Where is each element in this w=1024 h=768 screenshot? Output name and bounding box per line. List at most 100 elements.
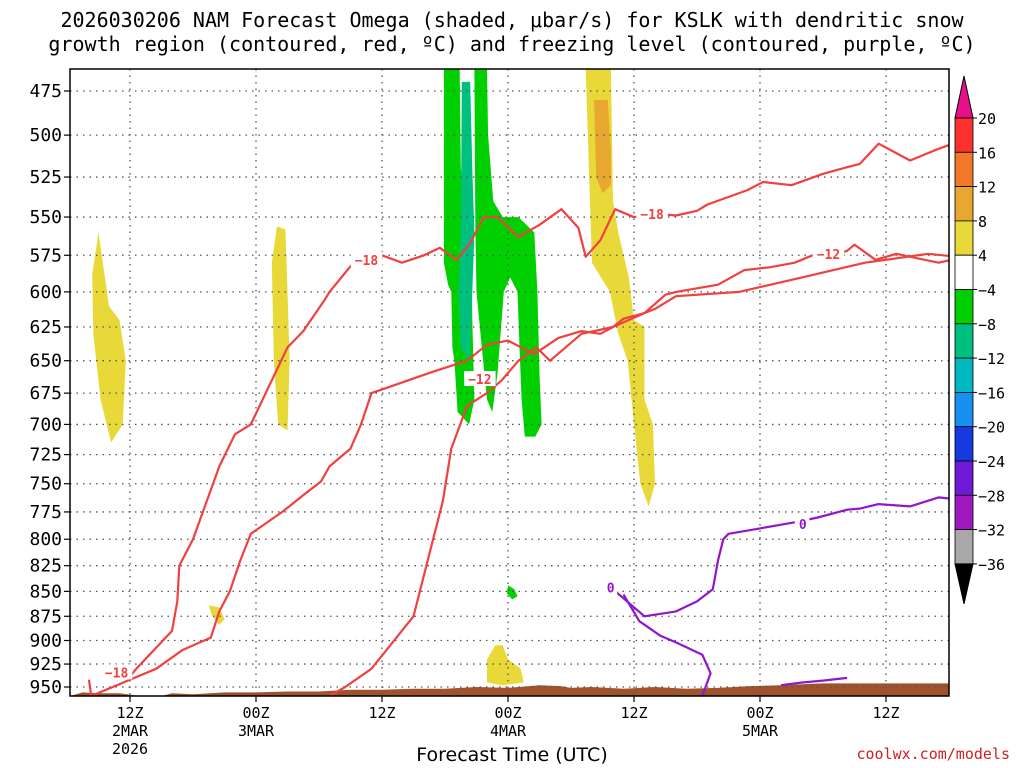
contour-layer: −18 −18 −18 −12 −12 0 0	[87, 142, 949, 696]
omega-shading-layer	[92, 69, 655, 686]
pressure-axis: 475 500 525 550 575 600 625 650 675 700 725 750 775 8…	[29, 81, 70, 698]
colorbar-label: −28	[978, 487, 1005, 505]
contour-label: −12	[817, 248, 840, 263]
colorbar-swatch	[954, 323, 974, 359]
omega-green-3	[506, 585, 518, 600]
x-tick-label: 2026	[112, 740, 148, 758]
y-tick-label: 650	[29, 351, 62, 372]
colorbar-label: 20	[978, 110, 996, 128]
y-tick-label: 525	[29, 167, 62, 188]
x-tick-label: 00Z	[242, 704, 269, 722]
x-tick-label: 12Z	[116, 704, 143, 722]
colorbar-swatch	[954, 426, 974, 462]
x-tick-label: 4MAR	[490, 722, 527, 740]
y-tick-label: 675	[29, 383, 62, 404]
plot-border	[69, 68, 950, 697]
colorbar-label: −24	[978, 453, 1005, 471]
colorbar-label: −32	[978, 522, 1005, 540]
purple-zero-surface	[780, 676, 848, 687]
colorbar-label: −12	[978, 350, 1005, 368]
x-tick-label: 00Z	[746, 704, 773, 722]
colorbar-swatch	[954, 460, 974, 496]
omega-yellow-2	[271, 226, 290, 431]
colorbar-swatch	[954, 186, 974, 222]
colorbar-bottom-arrow	[954, 563, 974, 605]
colorbar-swatch	[954, 220, 974, 256]
contour-label-bg	[636, 205, 668, 221]
colorbar-label: 4	[978, 247, 987, 265]
y-tick-label: 575	[29, 245, 62, 266]
grid-layer	[70, 69, 949, 696]
y-tick-label: 700	[29, 414, 62, 435]
y-tick-label: 850	[29, 581, 62, 602]
chart-title-line-1: 2026030206 NAM Forecast Omega (shaded, μ…	[60, 8, 964, 32]
colorbar-swatch	[954, 494, 974, 530]
contour-label: −18	[355, 254, 379, 269]
purple-zero-upper	[612, 496, 949, 618]
colorbar-label: −20	[978, 419, 1005, 437]
contour-label: −18	[640, 208, 664, 223]
omega-orange-1	[594, 100, 611, 194]
colorbar-label: −4	[978, 282, 996, 300]
purple-zero-lower	[622, 593, 712, 696]
x-axis-title: Forecast Time (UTC)	[416, 744, 608, 766]
contour-label-bg	[602, 579, 618, 595]
omega-yellow-1	[92, 232, 126, 443]
colorbar-swatch	[954, 117, 974, 153]
colorbar-label: −36	[978, 556, 1005, 574]
ground-surface	[70, 683, 949, 696]
source-footer: coolwx.com/models	[856, 745, 1010, 763]
contour-label: −12	[468, 373, 491, 388]
colorbar-swatch	[954, 254, 974, 290]
contour-label-bg	[794, 516, 810, 532]
x-tick-label: 12Z	[872, 704, 899, 722]
y-tick-label: 600	[29, 282, 62, 303]
colorbar-swatch	[954, 289, 974, 325]
contour-label-bg	[100, 664, 133, 680]
colorbar-swatch	[954, 529, 974, 565]
colorbar-swatch	[954, 357, 974, 393]
contour-label-bg	[350, 251, 383, 267]
y-tick-label: 800	[29, 529, 62, 550]
omega-teal-1	[458, 81, 475, 361]
ground-layer	[70, 683, 949, 696]
contour-label-bg	[812, 245, 845, 261]
contour-label: −18	[105, 666, 129, 681]
colorbar-label: 16	[978, 144, 996, 162]
y-tick-label: 950	[29, 677, 62, 698]
x-tick-label: 5MAR	[742, 722, 779, 740]
contour-label: 0	[799, 518, 807, 533]
y-tick-label: 900	[29, 631, 62, 652]
red-minus18-lower	[128, 142, 949, 679]
x-tick-label: 3MAR	[238, 722, 275, 740]
y-tick-label: 550	[29, 207, 62, 228]
contour-label-bg	[464, 371, 496, 387]
y-tick-label: 925	[29, 654, 62, 675]
omega-colorbar: 20 16 12 8 4 −4 −8 −12 −16 −20 −24 −28 −32 −36	[954, 75, 1005, 605]
contour-label: 0	[607, 581, 615, 596]
y-tick-label: 475	[29, 81, 62, 102]
y-tick-label: 625	[29, 317, 62, 338]
plot-frame	[69, 68, 950, 697]
x-tick-label: 2MAR	[112, 722, 149, 740]
y-tick-label: 775	[29, 502, 62, 523]
colorbar-swatch	[954, 391, 974, 428]
x-tick-label: 12Z	[620, 704, 647, 722]
colorbar-label: 8	[978, 213, 987, 231]
x-tick-label: 12Z	[368, 704, 395, 722]
colorbar-top-arrow	[954, 75, 974, 119]
y-tick-label: 825	[29, 556, 62, 577]
colorbar-label: −16	[978, 384, 1005, 402]
y-tick-label: 725	[29, 445, 62, 466]
chart-title-line-2: growth region (contoured, red, ºC) and f…	[48, 32, 976, 56]
colorbar-swatch	[954, 151, 974, 188]
y-tick-label: 500	[29, 125, 62, 146]
omega-yellow-4	[487, 645, 524, 686]
y-tick-label: 750	[29, 474, 62, 495]
y-tick-label: 875	[29, 606, 62, 627]
colorbar-label: 12	[978, 179, 996, 197]
x-tick-label: 00Z	[494, 704, 521, 722]
colorbar-label: −8	[978, 316, 996, 334]
